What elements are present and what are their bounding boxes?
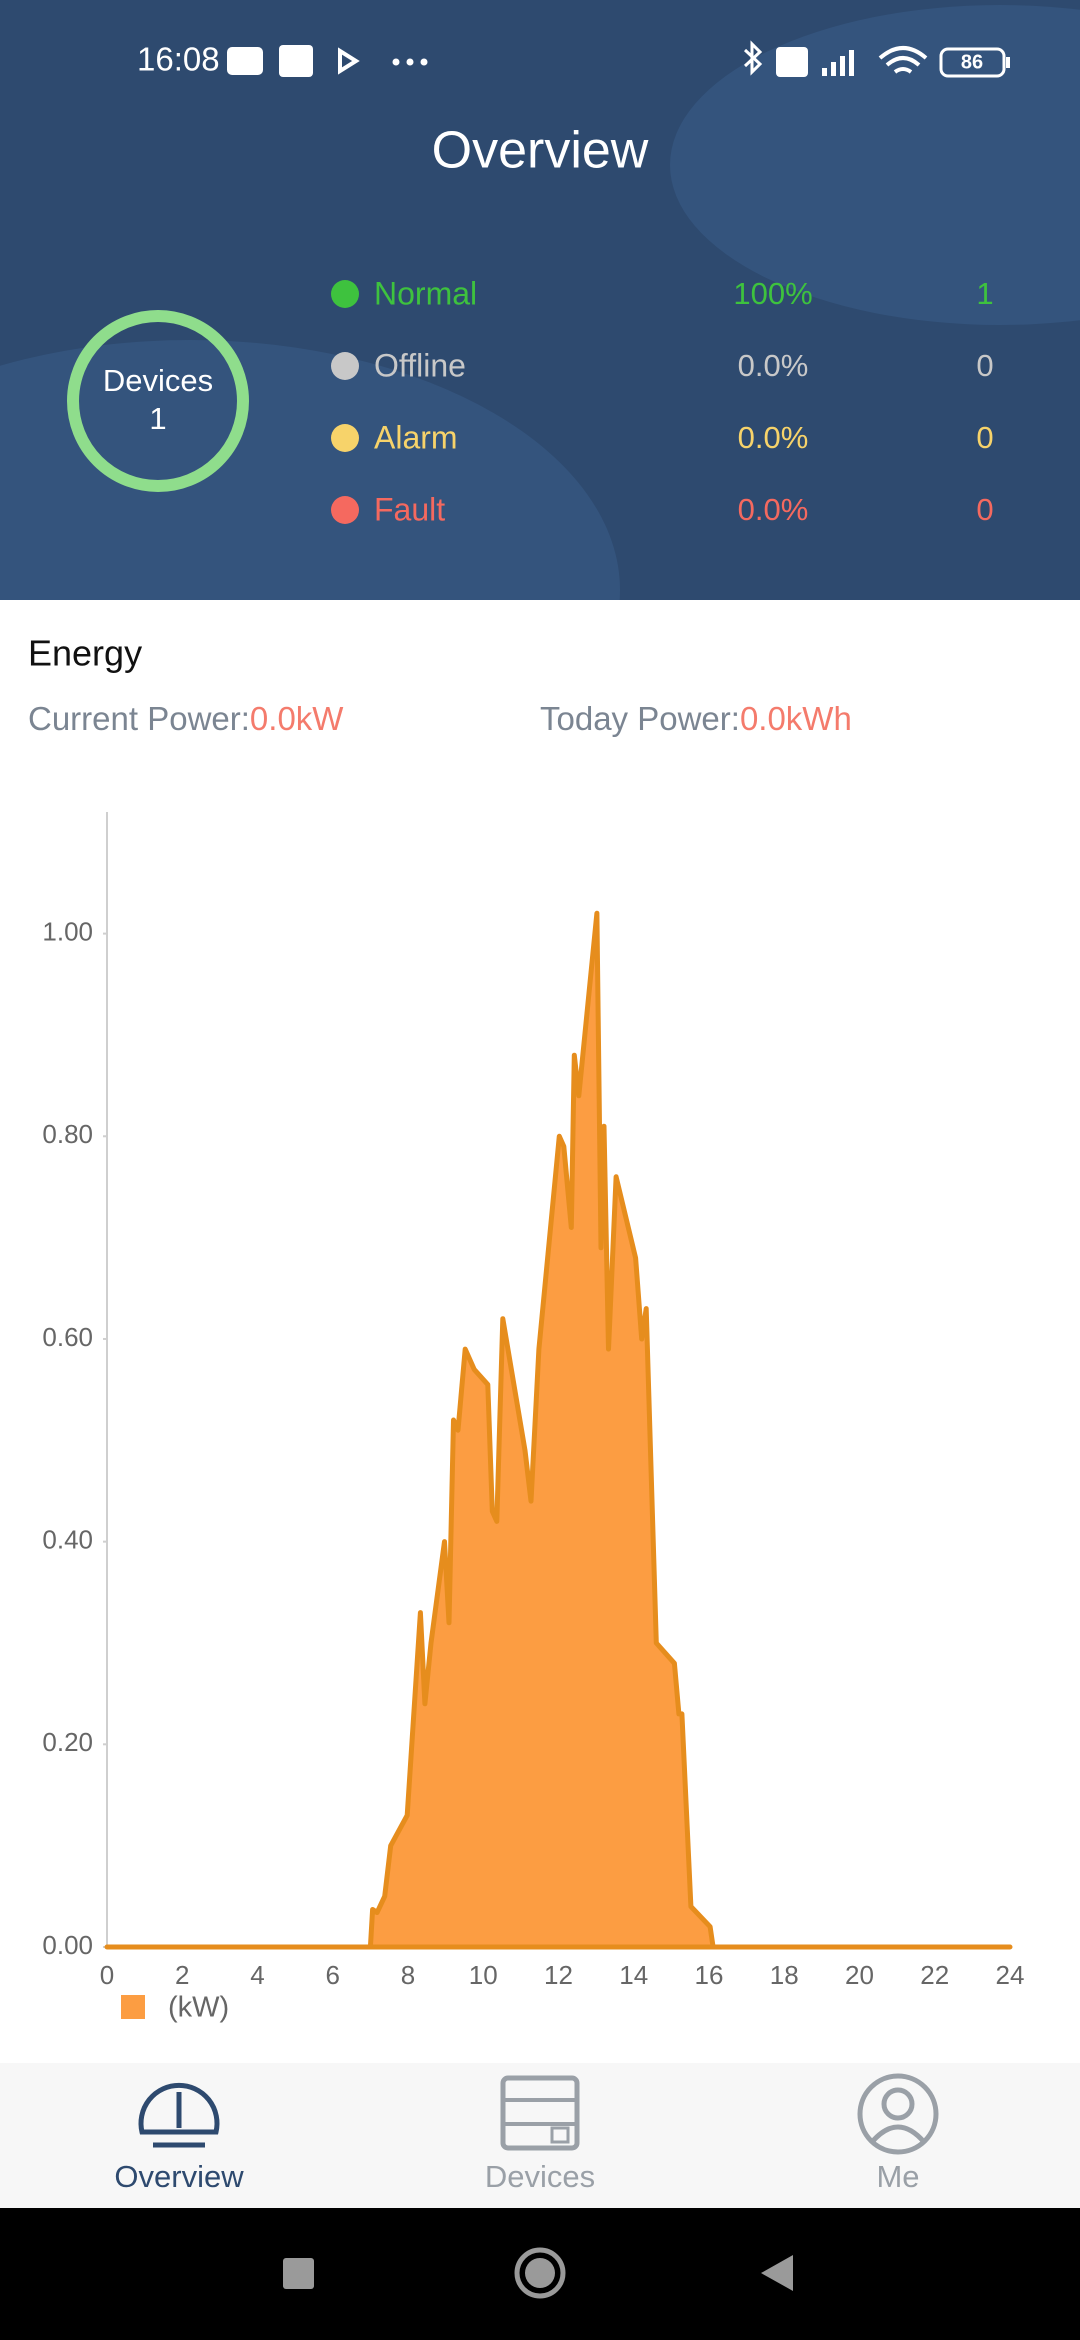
status-name: Alarm (374, 419, 458, 455)
legend-label: (kW) (168, 1992, 229, 2024)
y-tick-label: 0.20 (42, 1727, 93, 1757)
back-button[interactable] (761, 2255, 793, 2291)
blob (0, 340, 620, 600)
status-icons (227, 40, 1010, 78)
page-title: Overview (432, 122, 649, 180)
status-count: 0 (976, 348, 993, 383)
legend-swatch (121, 1995, 145, 2019)
nav-icon (550, 2126, 570, 2144)
current-power-value: 0.0kW (250, 700, 344, 737)
x-tick-label: 0 (100, 1960, 114, 1990)
recents-button[interactable] (283, 2258, 314, 2289)
y-tick-label: 0.00 (42, 1930, 93, 1960)
x-tick-label: 14 (619, 1960, 648, 1990)
status-list: Normal 100% 1 Offline 0.0% 0 Alarm 0.0% 0 Fault 0.… (331, 275, 994, 527)
y-tick-label: 0.80 (42, 1119, 93, 1149)
y-tick-label: 0.60 (42, 1322, 93, 1352)
nav-icon (500, 2075, 580, 2151)
devices-count: 1 (149, 401, 166, 436)
devices-label: Devices (103, 363, 213, 398)
nav-label: Overview (114, 2159, 244, 2194)
status-percent: 0.0% (738, 348, 809, 383)
status-name: Normal (374, 275, 477, 311)
x-tick-label: 8 (401, 1960, 415, 1990)
header-decor (0, 5, 1080, 600)
status-percent: 0.0% (738, 420, 809, 455)
x-tick-label: 2 (175, 1960, 189, 1990)
x-tick-label: 10 (469, 1960, 498, 1990)
nav-item[interactable]: Devices (485, 2075, 595, 2194)
nav-icon (881, 2087, 915, 2121)
today-power: Today Power:0.0kWh (540, 700, 852, 737)
home-button[interactable] (514, 2247, 566, 2299)
nav-icon (138, 2082, 220, 2135)
current-power: Current Power:0.0kW (28, 700, 344, 737)
blob (670, 5, 1080, 325)
x-tick-label: 20 (845, 1960, 874, 1990)
nav-icon (870, 2124, 926, 2144)
nav-label: Me (876, 2159, 919, 2194)
status-count: 1 (976, 276, 993, 311)
status-time: 16:08 (137, 41, 220, 78)
x-tick-label: 22 (920, 1960, 949, 1990)
status-count: 0 (976, 492, 993, 527)
nav-items: Overview Devices Me (114, 2073, 939, 2194)
x-tick-label: 24 (996, 1960, 1025, 1990)
nav-label: Devices (485, 2159, 595, 2194)
x-tick-label: 12 (544, 1960, 573, 1990)
status-percent: 100% (733, 276, 812, 311)
energy-title: Energy (28, 633, 142, 674)
status-dot (331, 280, 359, 308)
chart: 0.000.200.400.600.801.000 2 4 6 8 10 12 14 16 18 2… (42, 812, 1024, 2024)
nav-item[interactable]: Me (857, 2073, 939, 2194)
today-power-value: 0.0kWh (740, 700, 852, 737)
x-tick-label: 18 (770, 1960, 799, 1990)
today-power-label: Today Power: (540, 700, 740, 737)
status-percent: 0.0% (738, 492, 809, 527)
x-tick-label: 16 (695, 1960, 724, 1990)
current-power-label: Current Power: (28, 700, 250, 737)
area (104, 910, 1013, 1950)
nav-icon (857, 2073, 939, 2155)
status-dot (331, 352, 359, 380)
status-name: Offline (374, 347, 466, 383)
y-tick-label: 1.00 (42, 916, 93, 946)
status-count: 0 (976, 420, 993, 455)
battery-level: 86 (961, 51, 983, 73)
devices-ring (67, 310, 249, 492)
y-tick-label: 0.40 (42, 1525, 93, 1555)
nav-item[interactable]: Overview (114, 2082, 244, 2194)
x-tick-label: 6 (326, 1960, 340, 1990)
status-name: Fault (374, 491, 445, 527)
status-dot (331, 424, 359, 452)
status-dot (331, 496, 359, 524)
x-tick-label: 4 (250, 1960, 264, 1990)
